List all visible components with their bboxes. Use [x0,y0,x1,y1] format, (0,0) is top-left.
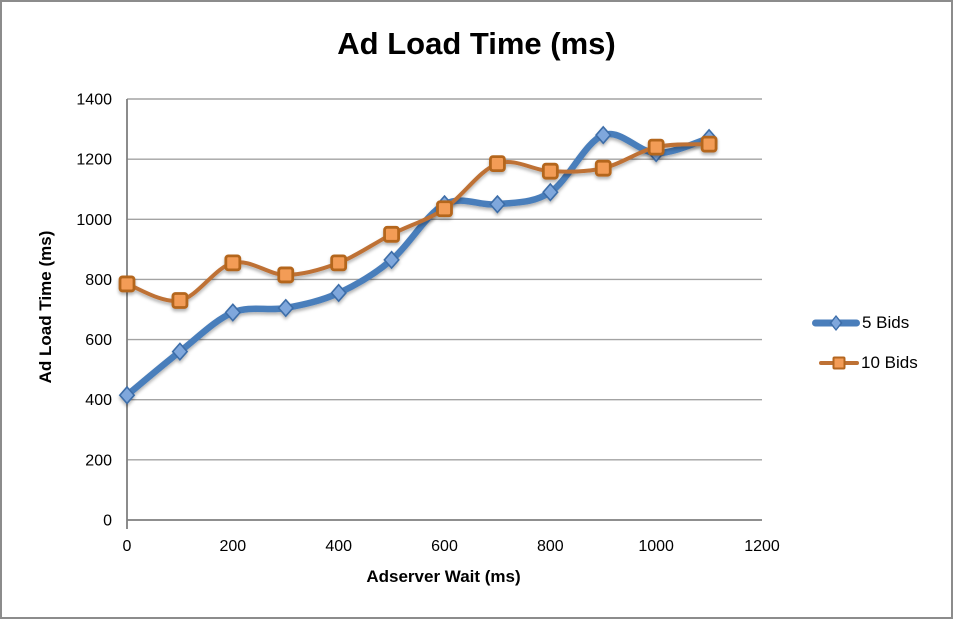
y-tick-label: 1400 [76,92,112,109]
x-tick-label: 1200 [744,538,780,555]
y-tick-label: 0 [103,513,112,530]
legend: 5 Bids 10 Bids [812,313,918,373]
x-tick-label: 800 [537,538,564,555]
marker-square-10-bids [489,155,506,173]
marker-diamond-5-bids [224,303,242,322]
legend-item-5-bids: 5 Bids [812,313,918,333]
marker-square-10-bids [436,200,453,218]
marker-diamond-5-bids [277,298,295,318]
marker-square-10-bids [224,254,242,272]
y-tick-label: 600 [85,332,112,349]
marker-square-10-bids [700,135,718,153]
x-tick-label: 200 [219,538,246,555]
y-tick-label: 1200 [76,152,112,169]
y-tick-label: 1000 [76,212,112,229]
x-tick-label: 600 [431,538,458,555]
series-line-10-bids [125,142,712,303]
marker-square-10-bids [383,225,400,243]
x-tick-label: 0 [123,538,132,555]
marker-square-10-bids [594,159,612,177]
legend-5-bids-line-icon [812,313,860,333]
marker-square-10-bids [541,162,559,180]
marker-square-10-bids [118,275,136,293]
chart-title: Ad Load Time (ms) [337,26,616,61]
x-tick-label: 400 [325,538,352,555]
marker-diamond-5-bids [383,250,400,270]
series-line-5-bids [123,130,713,399]
series-10-bids [118,135,718,309]
marker-square-10-bids [330,254,348,272]
legend-item-10-bids: 10 Bids [812,353,918,373]
legend-label-5-bids: 5 Bids [862,313,910,332]
marker-diamond-5-bids [171,342,189,362]
x-axis-title: Adserver Wait (ms) [366,567,521,586]
legend-10-bids-square-icon [832,356,846,370]
legend-5-bids-diamond-fill [831,317,841,329]
marker-diamond-5-bids [118,385,136,405]
marker-diamond-5-bids [594,125,612,145]
y-tick-label: 200 [85,452,112,469]
x-tick-label: 1000 [638,538,674,555]
legend-label-10-bids: 10 Bids [861,353,918,372]
marker-square-10-bids [277,266,295,284]
marker-square-10-bids [171,292,189,309]
y-tick-label: 400 [85,392,112,409]
legend-10-bids-line-icon [819,353,859,373]
marker-diamond-5-bids [489,194,506,214]
y-tick-label: 800 [85,272,112,289]
marker-square-10-bids [647,138,665,156]
marker-diamond-5-bids [542,182,559,202]
series-5-bids [118,125,718,405]
marker-diamond-5-bids [330,283,347,303]
